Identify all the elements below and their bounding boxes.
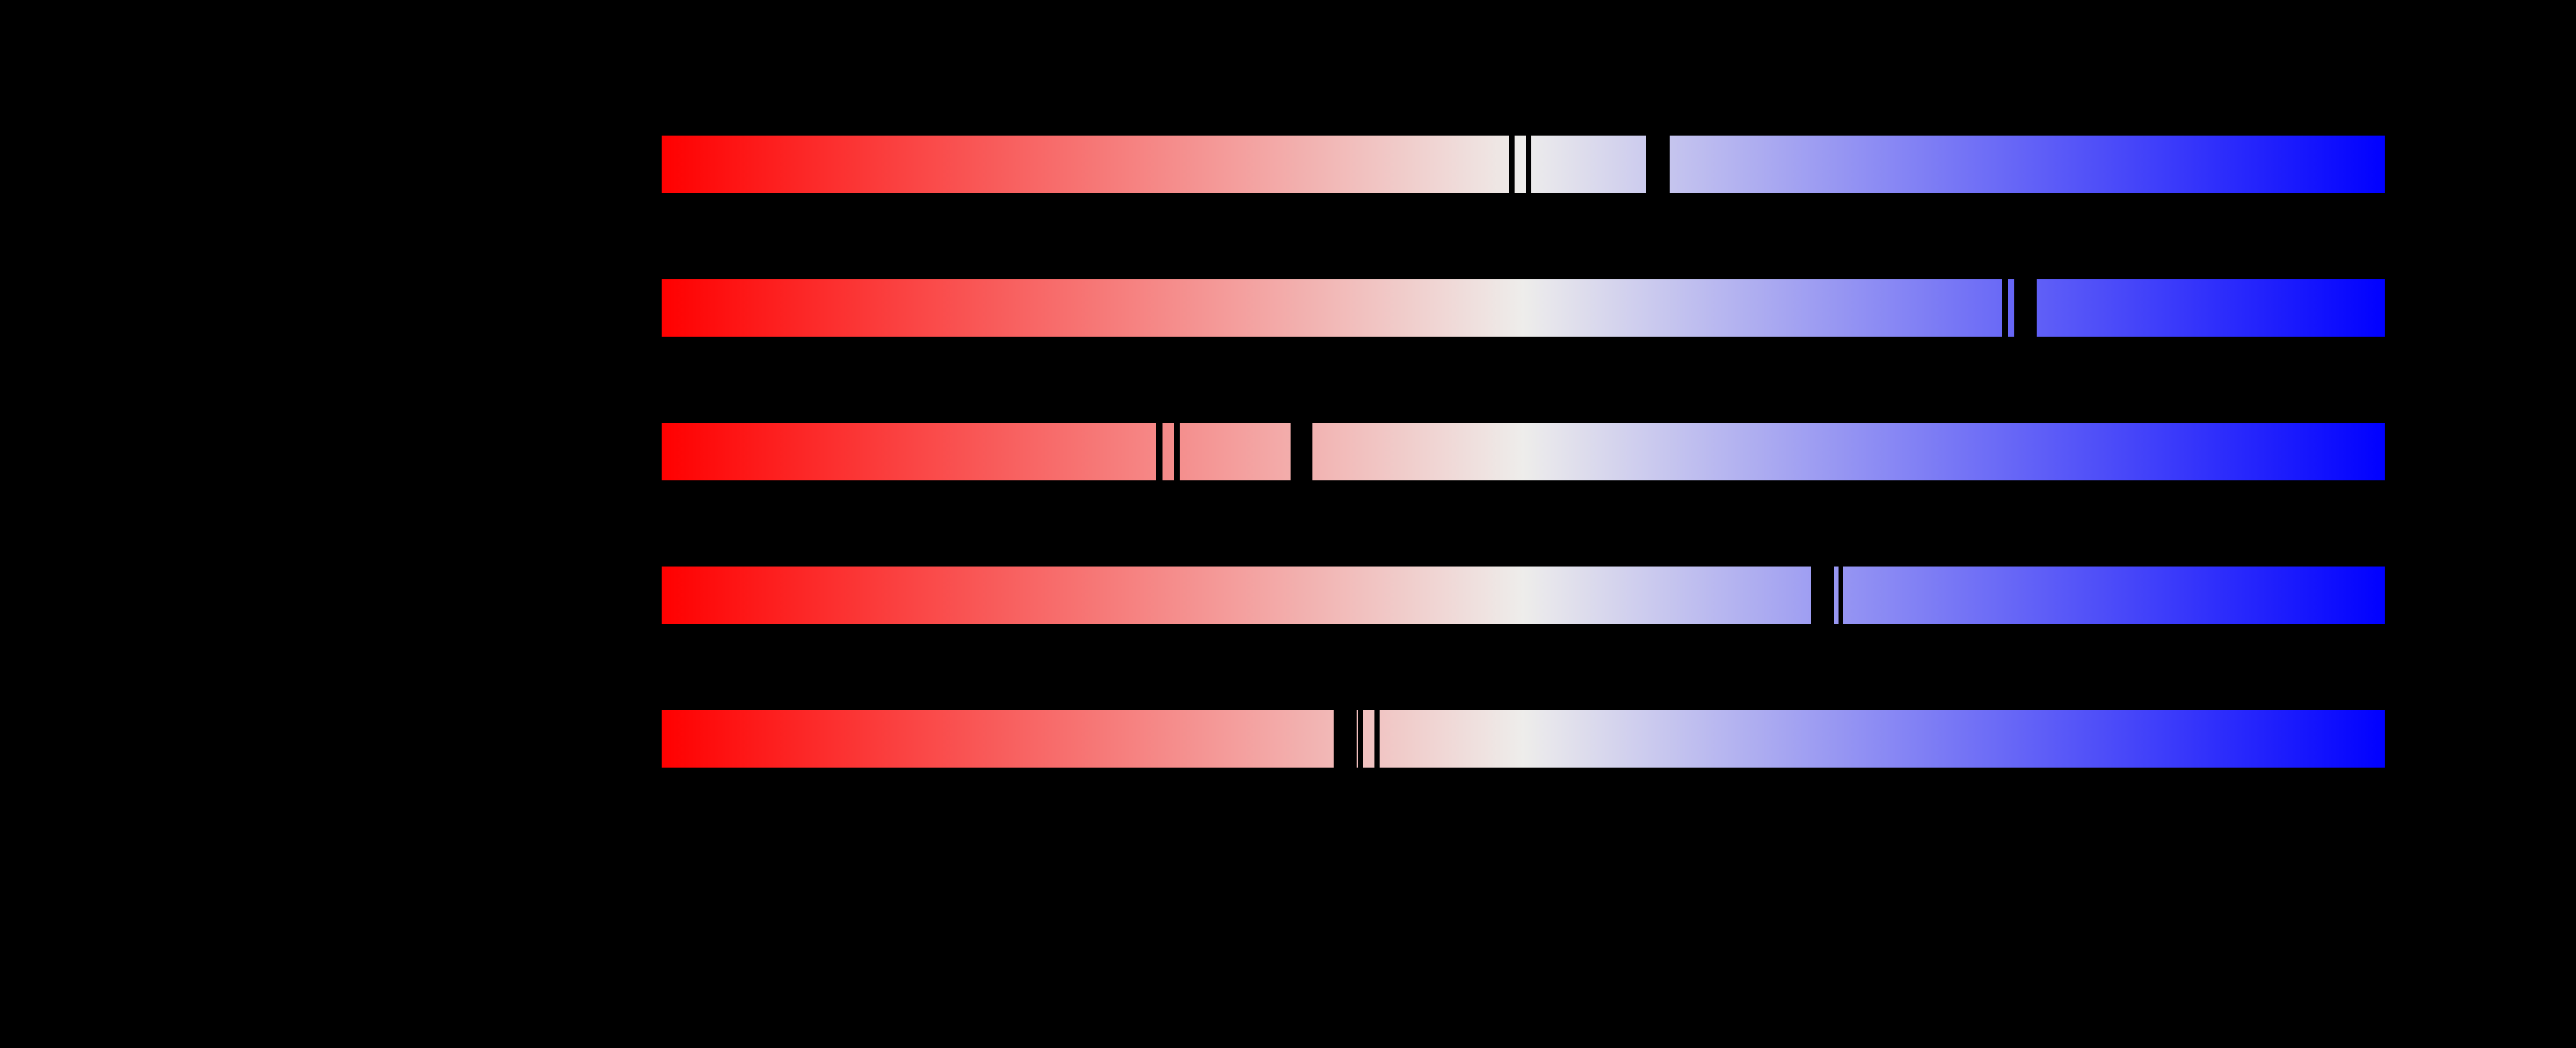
marker-tick-thick bbox=[2014, 279, 2037, 337]
gradient-bar-row-4 bbox=[662, 567, 2385, 624]
marker-tick-thick bbox=[1646, 136, 1670, 193]
marker-tick-thin bbox=[1173, 423, 1180, 480]
marker-tick-thin bbox=[1374, 710, 1380, 768]
gradient-bar-row-5 bbox=[662, 710, 2385, 768]
marker-tick-thin bbox=[1526, 136, 1531, 193]
marker-tick-thin bbox=[1839, 567, 1843, 624]
marker-tick-thick bbox=[1334, 710, 1357, 768]
gradient-bar-row-3 bbox=[662, 423, 2385, 480]
marker-tick-thick bbox=[1291, 423, 1312, 480]
marker-tick-thin bbox=[1358, 710, 1363, 768]
marker-tick-thin bbox=[2002, 279, 2008, 337]
marker-tick-thin bbox=[1156, 423, 1163, 480]
gradient-bar-row-2 bbox=[662, 279, 2385, 337]
marker-tick-thick bbox=[1810, 567, 1834, 624]
marker-tick-thin bbox=[1509, 136, 1515, 193]
gradient-bar-row-1 bbox=[662, 136, 2385, 193]
